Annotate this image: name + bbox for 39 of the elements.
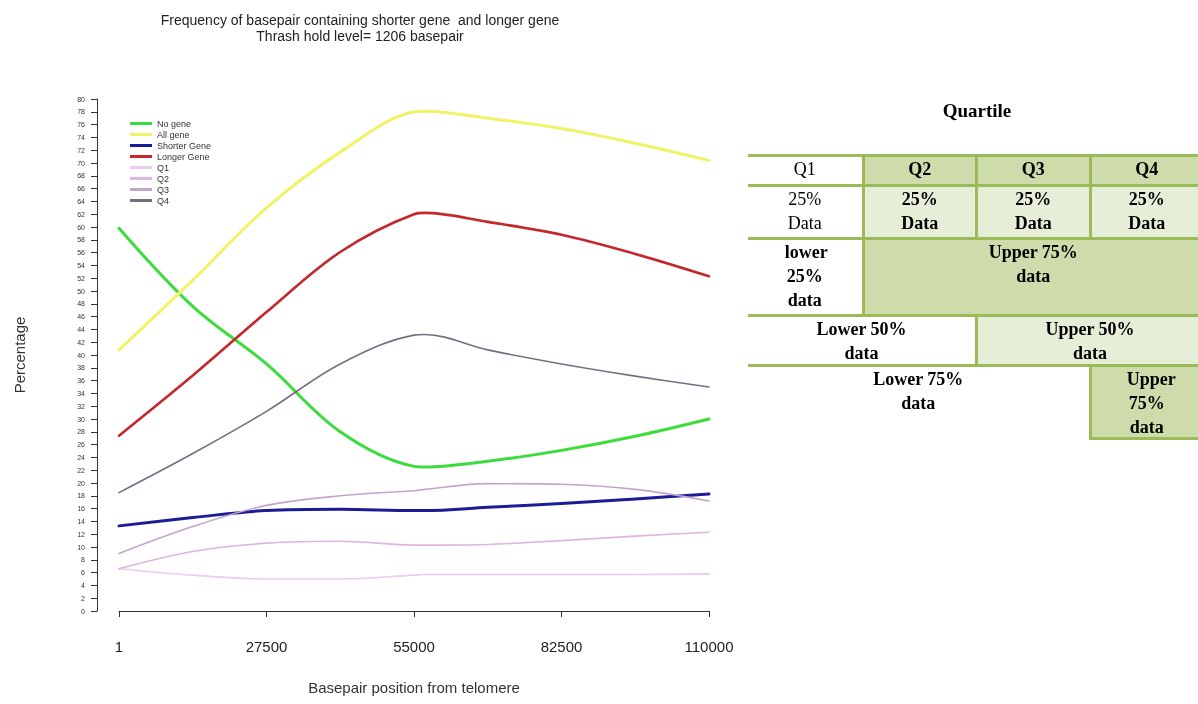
line-series (117, 226, 711, 469)
text: Lower 50% data (815, 318, 908, 365)
text: Quartile (941, 100, 1013, 122)
text: lower 25% data (784, 241, 828, 312)
text: Upper 75% data (987, 241, 1079, 288)
x-tick-label: 1 (114, 638, 124, 655)
text: 25% Data (900, 188, 940, 235)
text: 25% Data (1127, 188, 1167, 235)
chart-subtitle: Thrash hold level= 1206 basepair (256, 28, 465, 44)
x-axis-title: Basepair position from telomere (308, 679, 520, 696)
y-axis-title: Percentage (11, 316, 28, 394)
x-tick-label: 82500 (540, 638, 583, 655)
text: Q1 (792, 158, 817, 181)
x-tick-label: 27500 (245, 638, 288, 655)
text: 25% Data (1013, 188, 1053, 235)
legend-label: Shorter Gene (157, 140, 212, 151)
legend-label: All gene (157, 129, 190, 140)
chart-title: Frequency of basepair containing shorter gene and longer gene (160, 12, 560, 28)
line-series (117, 211, 711, 437)
x-tick-label: 110000 (684, 638, 734, 655)
text: Q4 (1134, 158, 1160, 181)
line-series (118, 482, 710, 555)
text: Upper 75% data (1126, 368, 1176, 439)
text: Q3 (1020, 158, 1046, 181)
legend-label: Q4 (157, 195, 170, 206)
legend-label: No gene (157, 118, 192, 129)
line-series (117, 109, 711, 352)
legend-label: Q2 (157, 173, 170, 184)
legend-label: Q1 (157, 162, 170, 173)
x-tick-label: 55000 (393, 638, 435, 655)
line-series (118, 567, 710, 580)
legend-label: Q3 (157, 184, 170, 195)
line-series (118, 333, 710, 494)
text: Upper 50% data (1044, 318, 1136, 365)
legend-label: Longer Gene (157, 151, 210, 162)
text: Q2 (907, 158, 933, 181)
line-series (117, 492, 711, 528)
text: Lower 75% data (872, 368, 965, 415)
line-series (118, 531, 710, 570)
